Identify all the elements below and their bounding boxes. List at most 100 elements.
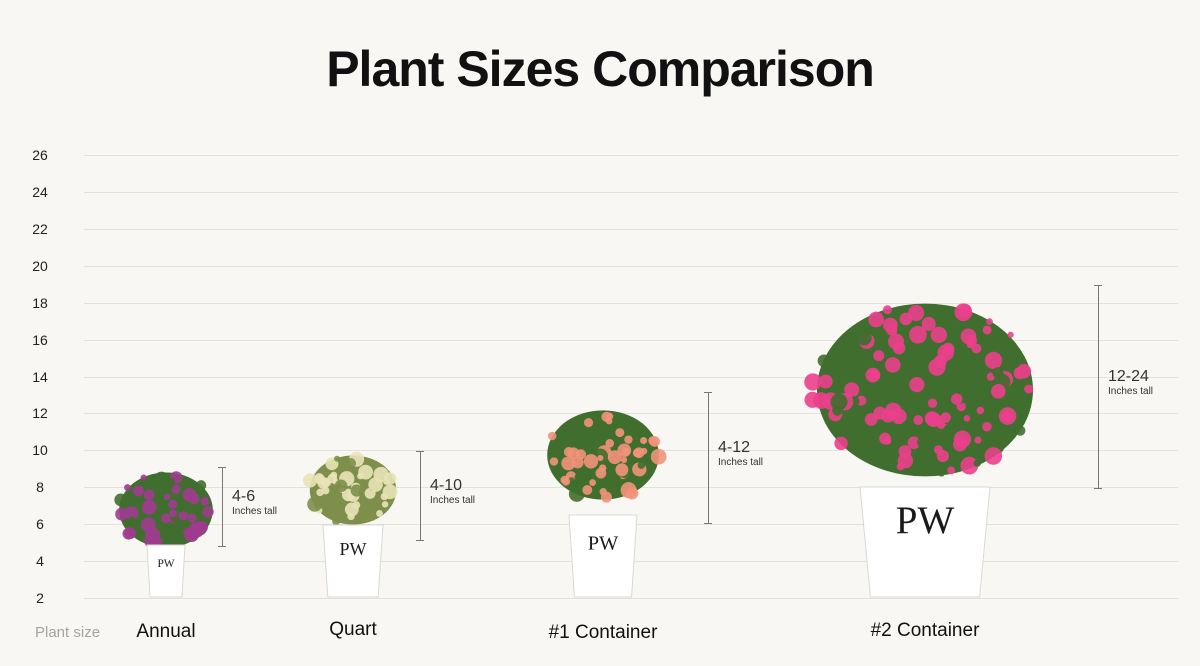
flower xyxy=(334,455,341,462)
flower xyxy=(160,513,171,524)
flower xyxy=(163,493,171,501)
flower xyxy=(991,384,1006,399)
category-label: #1 Container xyxy=(548,622,658,643)
flower xyxy=(830,393,848,411)
flower xyxy=(942,342,955,356)
flower xyxy=(650,448,667,465)
pot xyxy=(322,524,384,598)
gridline xyxy=(84,191,1178,193)
flower xyxy=(358,464,373,480)
flower xyxy=(595,424,604,433)
flower xyxy=(879,432,891,445)
flower xyxy=(124,484,131,491)
flower xyxy=(637,461,646,469)
y-tick-label: 24 xyxy=(32,183,48,200)
flower xyxy=(549,457,559,466)
y-tick-label: 12 xyxy=(32,405,48,422)
range-unit: Inches tall xyxy=(430,495,476,506)
flower xyxy=(345,458,356,469)
flower xyxy=(992,367,1004,379)
proven-winners-logo: PW xyxy=(157,558,174,570)
flower xyxy=(350,484,363,497)
flower xyxy=(601,411,612,423)
flower xyxy=(568,486,585,502)
flower xyxy=(882,305,892,315)
y-tick-label: 2 xyxy=(36,590,44,606)
flower xyxy=(624,435,633,444)
flower xyxy=(368,477,383,492)
flower xyxy=(856,330,872,346)
y-tick-label: 6 xyxy=(36,516,44,533)
flower xyxy=(187,513,197,523)
flower xyxy=(897,452,914,469)
flower xyxy=(547,431,557,441)
flower xyxy=(982,325,992,335)
flower xyxy=(930,326,947,344)
flower xyxy=(868,452,880,463)
gridline xyxy=(84,265,1178,267)
flower xyxy=(607,472,622,486)
plant-image: PW xyxy=(547,410,667,598)
flower xyxy=(317,477,330,489)
flower xyxy=(583,418,594,428)
flower xyxy=(888,333,905,350)
flower xyxy=(132,485,144,497)
flower xyxy=(909,376,925,393)
y-tick-label: 20 xyxy=(32,257,48,274)
flower xyxy=(917,436,929,448)
flower xyxy=(865,367,881,383)
flower xyxy=(984,351,1003,370)
flower xyxy=(982,421,992,432)
flower xyxy=(200,497,210,506)
flower xyxy=(899,312,913,326)
plant-image: PW xyxy=(302,451,398,598)
flower xyxy=(891,408,907,425)
flower xyxy=(615,428,625,438)
flower xyxy=(964,424,973,433)
flower xyxy=(640,436,648,445)
flower xyxy=(621,448,630,457)
y-tick-label: 8 xyxy=(36,479,44,496)
chart-title: Plant Sizes Comparison xyxy=(326,41,875,97)
flower xyxy=(998,407,1017,425)
flower xyxy=(873,406,887,420)
height-range-label: 4-12 Inches tall xyxy=(718,439,763,468)
gridline xyxy=(84,339,1178,341)
pot xyxy=(146,544,186,598)
proven-winners-logo: PW xyxy=(896,499,955,542)
height-range-bracket xyxy=(416,451,424,541)
flower xyxy=(804,391,821,408)
flower xyxy=(589,479,597,486)
flower xyxy=(868,311,885,328)
range-value: 12-24 xyxy=(1108,368,1149,385)
category-label: Annual xyxy=(136,621,196,642)
flower xyxy=(583,454,599,469)
flower xyxy=(140,517,156,533)
y-tick-label: 16 xyxy=(32,331,48,348)
flower xyxy=(383,478,390,485)
flower xyxy=(902,421,910,429)
flower xyxy=(195,480,207,491)
flower xyxy=(302,473,318,488)
flower xyxy=(921,316,936,331)
flower xyxy=(927,398,938,408)
y-tick-label: 26 xyxy=(32,147,48,163)
flower xyxy=(563,446,574,457)
flower xyxy=(330,471,338,479)
flower xyxy=(380,492,389,501)
flower xyxy=(873,350,885,362)
flower xyxy=(940,412,951,423)
flower xyxy=(307,496,323,512)
flower xyxy=(141,499,157,515)
flower xyxy=(950,393,963,405)
flower xyxy=(973,459,981,467)
flower xyxy=(114,493,128,507)
flower xyxy=(963,415,971,422)
flower xyxy=(143,501,150,508)
flower xyxy=(195,520,208,534)
flower xyxy=(955,354,967,365)
flower xyxy=(122,527,135,540)
flower xyxy=(937,469,945,477)
flower xyxy=(166,478,176,488)
flower xyxy=(562,477,571,486)
